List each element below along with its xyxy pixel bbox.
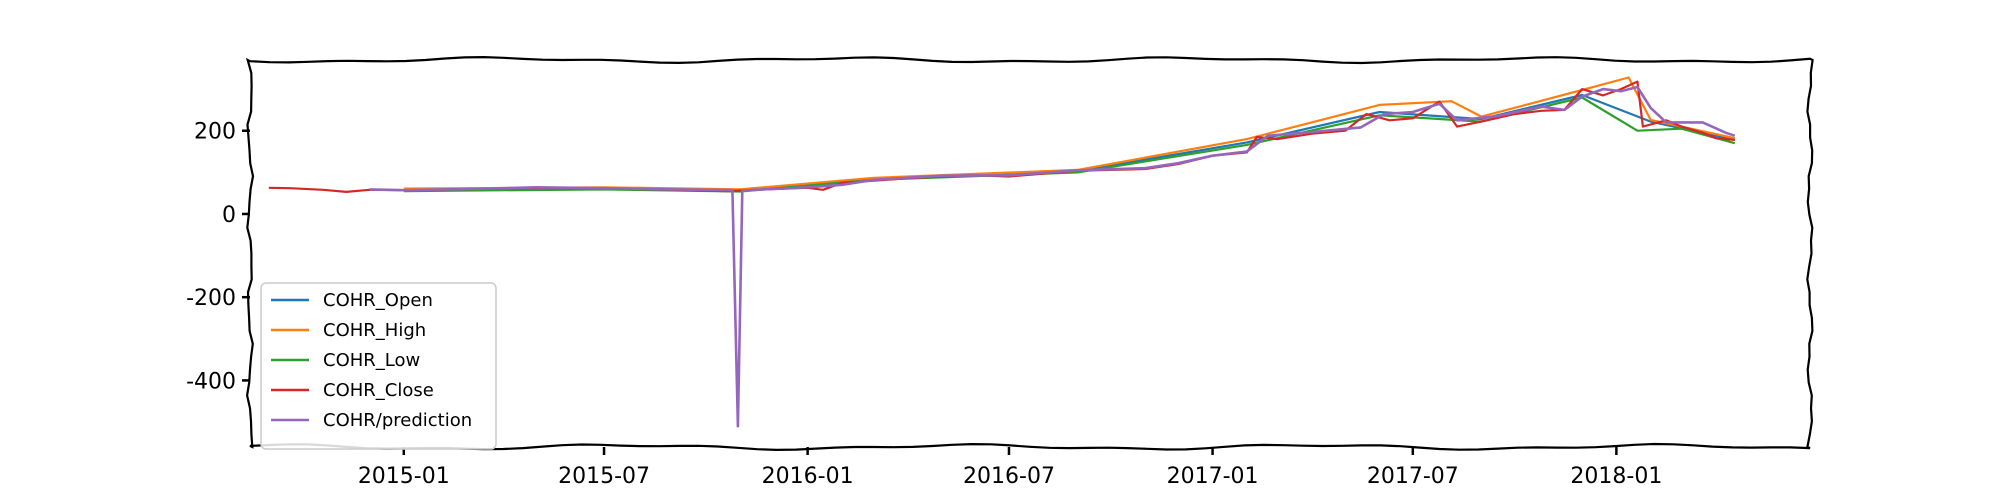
y-tick-label: 200	[194, 120, 236, 145]
y-axis-ticks: 200 0 -200 -400	[186, 120, 250, 394]
y-tick-label: 0	[222, 203, 236, 228]
x-tick-label: 2015-07	[558, 464, 650, 489]
legend-label: COHR_High	[323, 320, 426, 341]
x-tick-label: 2017-07	[1367, 464, 1459, 489]
series-line-cohr-high	[403, 76, 1736, 191]
series-layer	[268, 76, 1736, 428]
legend-label: COHR_Close	[323, 380, 434, 401]
x-tick-label: 2017-01	[1167, 464, 1259, 489]
legend-label: COHR_Low	[323, 350, 420, 371]
x-tick-label: 2018-01	[1570, 464, 1662, 489]
legend-box	[260, 282, 497, 450]
x-tick-label: 2016-07	[963, 464, 1055, 489]
x-axis-ticks: 2015-01 2015-07 2016-01 2016-07 2017-01 2017-…	[358, 447, 1662, 489]
y-tick-label: -200	[186, 286, 236, 311]
y-tick-label: -400	[186, 369, 236, 394]
legend-label: COHR/prediction	[323, 410, 472, 431]
legend-label: COHR_Open	[323, 290, 433, 311]
legend: COHR_Open COHR_High COHR_Low COHR_Close COHR…	[260, 282, 497, 450]
x-tick-label: 2016-01	[762, 464, 854, 489]
series-line-cohr-prediction	[369, 85, 1736, 428]
x-tick-label: 2015-01	[358, 464, 450, 489]
